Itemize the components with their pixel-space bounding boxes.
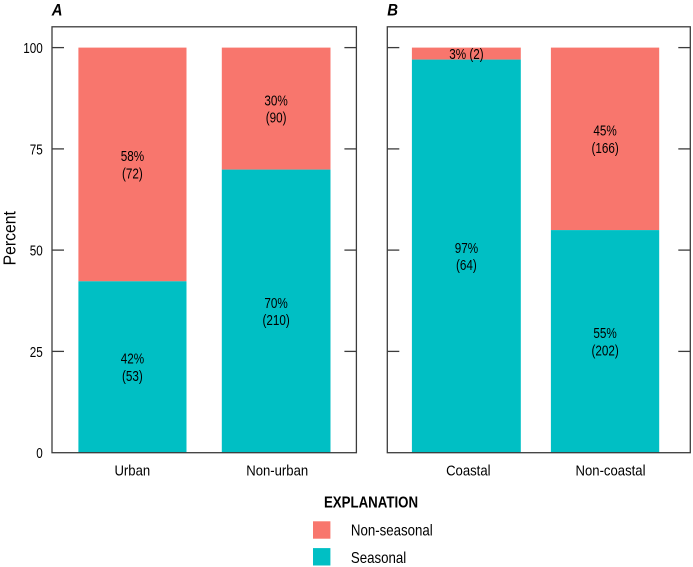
svg-text:55%: 55% xyxy=(593,325,616,342)
svg-text:(202): (202) xyxy=(591,342,618,359)
svg-text:3% (2): 3% (2) xyxy=(449,46,483,63)
svg-text:75: 75 xyxy=(30,141,43,158)
svg-text:(90): (90) xyxy=(266,109,287,126)
svg-text:Non-seasonal: Non-seasonal xyxy=(351,523,433,540)
svg-text:100: 100 xyxy=(23,40,43,57)
svg-text:B: B xyxy=(387,2,398,20)
svg-text:45%: 45% xyxy=(593,122,616,139)
svg-text:97%: 97% xyxy=(455,239,478,256)
svg-text:A: A xyxy=(51,2,63,20)
svg-text:25: 25 xyxy=(30,343,43,360)
svg-text:30%: 30% xyxy=(264,92,287,109)
svg-text:Non-urban: Non-urban xyxy=(246,461,308,478)
svg-text:(210): (210) xyxy=(262,312,289,329)
svg-text:Urban: Urban xyxy=(114,461,150,478)
svg-text:Seasonal: Seasonal xyxy=(351,550,406,567)
svg-text:(166): (166) xyxy=(591,140,618,157)
svg-text:50: 50 xyxy=(30,242,43,259)
svg-text:(72): (72) xyxy=(122,165,143,182)
svg-text:(64): (64) xyxy=(456,257,477,274)
svg-text:58%: 58% xyxy=(121,148,144,165)
svg-text:Percent: Percent xyxy=(0,211,20,266)
svg-text:Coastal: Coastal xyxy=(446,461,490,478)
svg-text:(53): (53) xyxy=(122,368,143,385)
svg-text:70%: 70% xyxy=(264,294,287,311)
svg-text:0: 0 xyxy=(36,445,43,462)
svg-text:EXPLANATION: EXPLANATION xyxy=(324,494,418,511)
svg-text:42%: 42% xyxy=(121,350,144,367)
svg-text:Non-coastal: Non-coastal xyxy=(576,461,646,478)
